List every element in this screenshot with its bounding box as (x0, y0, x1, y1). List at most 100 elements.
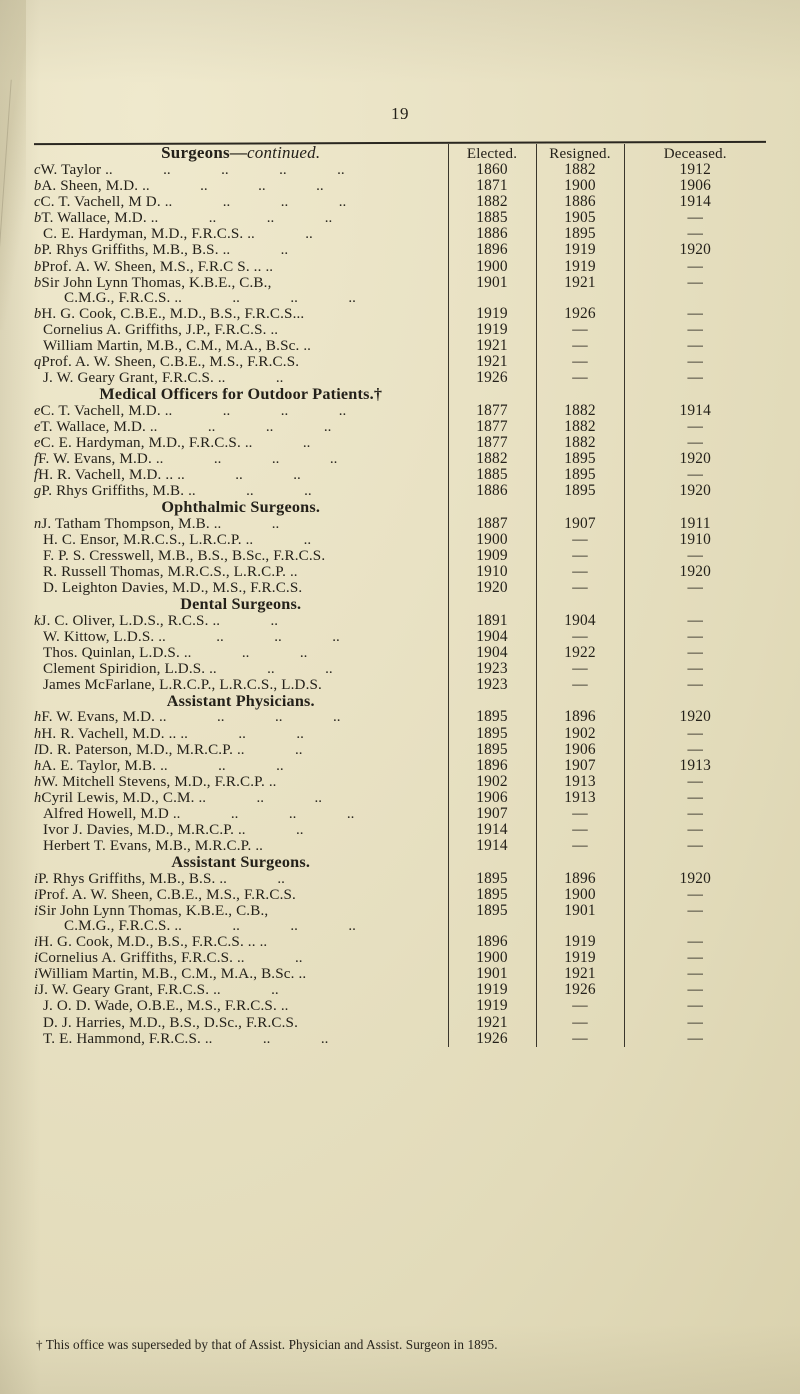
dash-glyph: — (687, 821, 703, 839)
section-heading-spacer (623, 596, 766, 613)
leader-dots: .... (237, 950, 303, 967)
dash-glyph: — (687, 805, 703, 822)
cell-deceased: 1920 (623, 870, 766, 887)
appointee-name: Prof. A. W. Sheen, C.B.E., M.S., F.R.C.S… (38, 886, 296, 903)
table-row: iP. Rhys Griffiths, M.B., B.S. .... 1895 1… (34, 870, 766, 887)
appointee-name-cell: D. Leighton Davies, M.D., M.S., F.R.C.S. (34, 580, 448, 596)
section-heading-spacer (623, 854, 766, 871)
appointee-name-cell: nJ. Tatham Thompson, M.B. .... (34, 516, 448, 532)
appointee-name: D. J. Harries, M.D., B.S., D.Sc., F.R.C.… (43, 1014, 298, 1031)
section-heading: Ophthalmic Surgeons. (161, 498, 321, 517)
appointee-name-cell: William Martin, M.B., C.M., M.A., B.Sc. … (34, 338, 448, 354)
table-row: William Martin, M.B., C.M., M.A., B.Sc. … (34, 338, 766, 355)
dash-glyph: — (687, 417, 703, 435)
appointee-name-cell: bA. Sheen, M.D. ........ (34, 178, 448, 194)
cell-elected: 1919 (447, 306, 536, 322)
appointee-name-cell: cC. T. Vachell, M D. ........ (34, 194, 448, 210)
leader-dots: ........ (174, 289, 356, 306)
appointee-name-cell: James McFarlane, L.R.C.P., L.R.C.S., L.D… (34, 677, 448, 693)
appointee-name-cell: bH. G. Cook, C.B.E., M.D., B.S., F.R.C.S… (34, 306, 448, 322)
appointee-name: H. R. Vachell, M.D. .. (38, 467, 174, 484)
leader-dots: .... (238, 822, 304, 839)
note-prefix-letter: b (34, 178, 42, 195)
leader-dots: ........ (164, 402, 347, 419)
note-prefix-letter: b (34, 274, 42, 291)
cell-deceased: — (623, 467, 766, 484)
table-row: Thos. Quinlan, L.D.S. ...... 1904 1922— (34, 645, 766, 661)
cell-resigned: — (535, 628, 624, 645)
leader-dots: .. (290, 563, 298, 580)
appointee-name-cell: Alfred Howell, M.D ........ (34, 806, 448, 822)
table-row: iProf. A. W. Sheen, C.B.E., M.S., F.R.C.… (34, 887, 766, 903)
dash-glyph: — (687, 611, 703, 629)
appointee-name-cell: kJ. C. Oliver, L.D.S., R.C.S. .... (34, 613, 448, 629)
dash-glyph: — (572, 562, 588, 580)
cell-deceased: — (623, 306, 766, 322)
leader-dots: .... (247, 226, 313, 243)
cell-resigned: 1902 (535, 725, 624, 742)
appointee-name-cell: J. W. Geary Grant, F.R.C.S. .... (34, 370, 448, 386)
dash-glyph: — (687, 933, 703, 951)
leader-dots: .... (213, 515, 280, 532)
column-header-resigned: Resigned. (535, 144, 624, 162)
cell-deceased: 1911 (623, 515, 766, 532)
appointee-name: C. E. Hardyman, M.D., F.R.C.S. (40, 434, 241, 451)
table-row: gP. Rhys Griffiths, M.B. ...... 1886 1895 1… (34, 483, 766, 500)
cell-resigned: 1900 (535, 887, 624, 903)
cell-elected: 1921 (447, 338, 536, 355)
leader-dots: ...... (209, 660, 333, 677)
leader-dots: ...... (204, 1030, 329, 1047)
appointee-name: J. O. D. Wade, O.B.E., M.S., F.R.C.S. (43, 998, 277, 1015)
dash-glyph: — (687, 837, 703, 855)
cell-deceased: — (623, 821, 766, 839)
section-heading-spacer (535, 854, 624, 871)
appointee-name: W. Taylor (40, 162, 102, 178)
appointee-name-cell: W. Kittow, L.D.S. ........ (34, 629, 448, 645)
section-heading-spacer (623, 386, 766, 403)
appointee-name-cell: eC. T. Vachell, M.D. ........ (34, 403, 448, 419)
appointee-name-cell: bT. Wallace, M.D. ........ (34, 210, 448, 226)
cell-elected: 1921 (447, 354, 536, 371)
dash-glyph: — (687, 627, 703, 645)
cell-elected: 1895 (447, 709, 536, 726)
appointee-name: F. W. Evans, M.D. (38, 451, 152, 467)
cell-elected: 1895 (447, 870, 536, 887)
cell-resigned: 1895 (535, 451, 624, 468)
note-prefix-letter: h (34, 725, 42, 742)
note-prefix-letter: b (34, 305, 42, 322)
appointee-name: T. Wallace, M.D. (40, 418, 146, 435)
dash-glyph: — (687, 965, 703, 983)
cell-deceased: — (623, 933, 766, 951)
section-heading-spacer (447, 596, 536, 613)
cell-elected: 1882 (447, 194, 536, 211)
leader-dots: .... (236, 741, 303, 758)
section-heading-row: Ophthalmic Surgeons. (34, 498, 766, 517)
table-row: hH. R. Vachell, M.D. .. ...... 1895 1902— (34, 725, 766, 742)
cell-elected: 1900 (447, 950, 536, 967)
cell-elected: 1914 (447, 822, 536, 839)
cell-resigned: — (535, 532, 624, 548)
leader-dots: .. (270, 321, 278, 338)
dash-glyph: — (572, 675, 588, 693)
cell-elected: 1885 (447, 210, 536, 227)
footnote-text: This office was superseded by that of As… (45, 1337, 498, 1352)
cell-elected: 1882 (447, 451, 536, 468)
appointee-name: William Martin, M.B., C.M., M.A., B.Sc. (43, 338, 300, 355)
table-row: bH. G. Cook, C.B.E., M.D., B.S., F.R.C.S… (34, 306, 766, 322)
appointee-name-cell: fH. R. Vachell, M.D. .. ...... (34, 467, 448, 483)
leader-dots: .... (245, 531, 312, 548)
table-row: hA. E. Taylor, M.B. ...... 1896 1907 1913 (34, 757, 766, 774)
cell-resigned: 1919 (535, 950, 624, 967)
section-heading-spacer (535, 386, 624, 403)
cell-elected: 1877 (447, 419, 536, 435)
appointee-name-cell: iJ. W. Geary Grant, F.R.C.S. .... (34, 982, 448, 998)
cell-resigned: 1922 (535, 645, 624, 661)
appointee-name: James McFarlane, L.R.C.P., L.R.C.S., L.D… (43, 676, 322, 693)
table-row: Alfred Howell, M.D ........ 1907— — (34, 805, 766, 823)
cell-deceased: — (623, 354, 766, 371)
note-prefix-letter: g (34, 483, 42, 500)
table-row: eC. E. Hardyman, M.D., F.R.C.S. .... 1877… (34, 435, 766, 451)
table-row: Herbert T. Evans, M.B., M.R.C.P. .. 1914—… (34, 837, 766, 855)
dash-glyph: — (572, 837, 588, 855)
